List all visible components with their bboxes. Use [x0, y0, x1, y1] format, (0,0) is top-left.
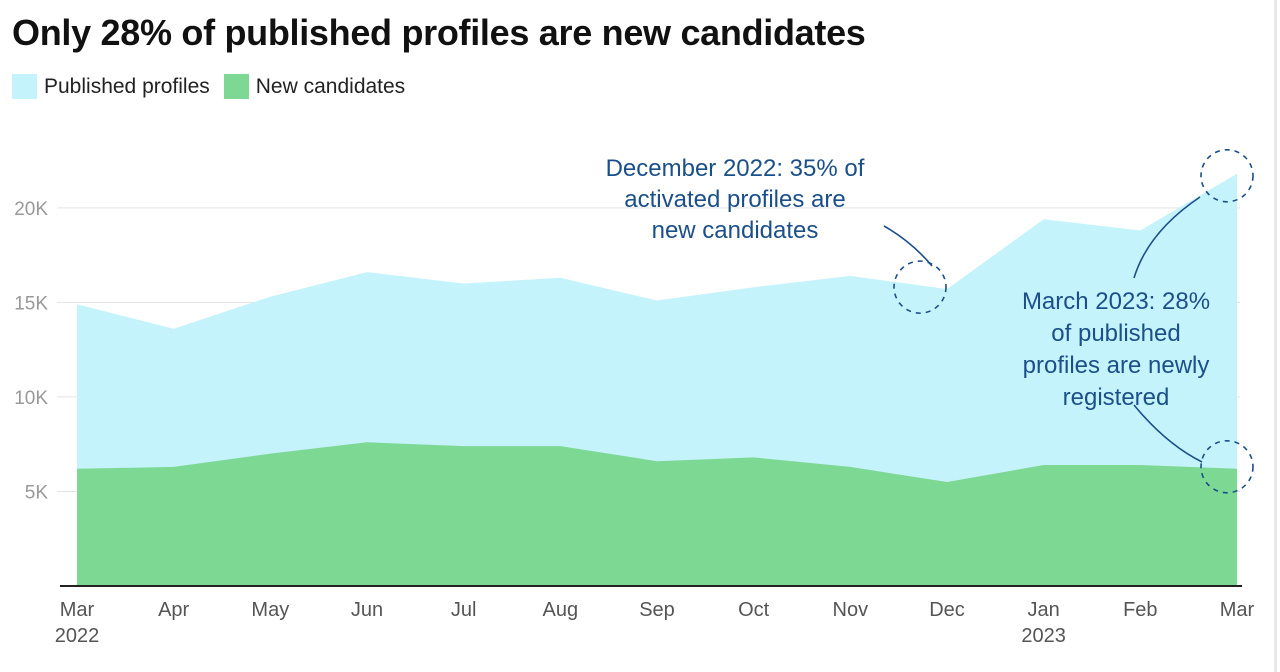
legend-label-published: Published profiles: [44, 74, 210, 98]
x-year-label: 2022: [55, 625, 100, 647]
annotation-connector: [883, 225, 933, 267]
legend-swatch-published: [12, 74, 37, 99]
areas: [77, 173, 1237, 587]
x-tick-label: Jan: [1028, 599, 1060, 621]
x-tick-label: Apr: [158, 599, 189, 621]
axes: 5K 10K 15K 20K Mar 2022 Apr May Jun Jul Aug Sep Oct N…: [14, 199, 1254, 647]
annotation-circle: [1200, 439, 1254, 494]
legend-swatch-new: [223, 74, 249, 99]
x-tick-label: Aug: [543, 599, 579, 621]
area-series-1: [77, 442, 1237, 586]
x-tick-label: Feb: [1123, 599, 1157, 621]
x-tick-label: Mar: [60, 599, 95, 621]
annotation-text-line: registered: [1063, 384, 1170, 411]
annotation-circle: [1200, 148, 1254, 203]
x-tick-label: Mar: [1220, 599, 1255, 621]
legend-label-new: New candidates: [255, 74, 406, 98]
annotation-text-line: profiles are newly: [1023, 352, 1210, 379]
annotations: December 2022: 35% of activated profiles …: [606, 148, 1254, 494]
x-year-label: 2023: [1021, 625, 1066, 647]
y-tick-label: 5K: [25, 482, 49, 503]
x-tick-label: Sep: [639, 599, 675, 621]
x-tick-label: Nov: [833, 599, 869, 621]
x-tick-label: May: [251, 599, 289, 621]
x-tick-label: Jul: [451, 599, 477, 621]
annotation-text-line: December 2022: 35% of: [606, 155, 865, 182]
x-tick-label: Oct: [738, 599, 770, 621]
y-tick-label: 10K: [14, 388, 48, 409]
annotation-text-line: of published: [1051, 320, 1180, 347]
x-tick-label: Jun: [351, 599, 383, 621]
y-tick-label: 15K: [14, 293, 48, 314]
annotation-text-line: March 2023: 28%: [1022, 288, 1210, 315]
legend: Published profiles New candidates: [12, 74, 419, 99]
chart-title: Only 28% of published profiles are new c…: [12, 12, 866, 53]
annotation-connector: [1133, 404, 1203, 463]
legend-item-new: New candidates: [223, 74, 406, 99]
x-tick-label: Dec: [929, 599, 965, 621]
annotation-circle: [893, 260, 947, 314]
annotation-text-line: activated profiles are: [624, 186, 845, 213]
annotation-connector: [1133, 196, 1201, 279]
y-tick-label: 20K: [14, 199, 48, 220]
legend-item-published: Published profiles: [12, 74, 210, 99]
annotation-text-line: new candidates: [652, 217, 819, 244]
